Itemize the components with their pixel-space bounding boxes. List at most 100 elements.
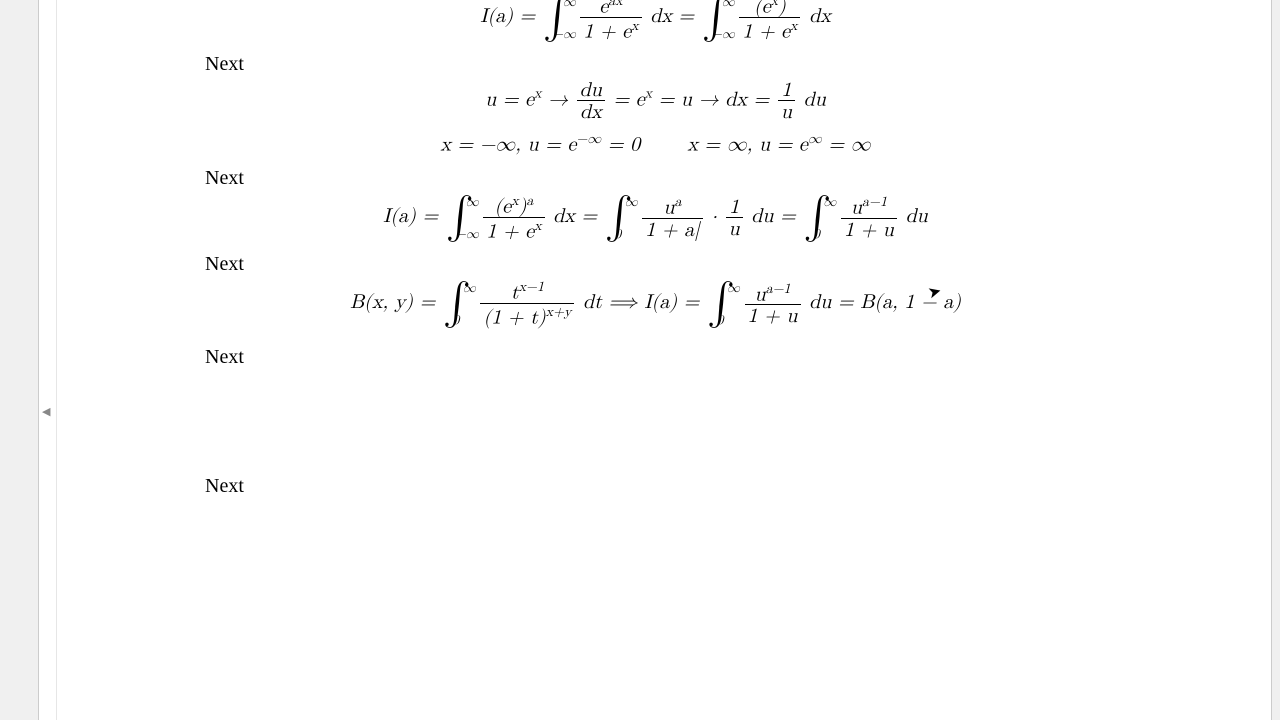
sup-text: x xyxy=(511,194,518,208)
int-lower: 0 xyxy=(615,229,622,241)
den-text: 1 + u xyxy=(841,219,897,240)
sup-text: x−1 xyxy=(519,280,544,294)
eq-text: du xyxy=(804,90,826,110)
fraction-3b: ua 1 + a| xyxy=(642,195,702,240)
fraction-1u: 1 u xyxy=(778,80,795,122)
eq1-lhs: I(a) = xyxy=(480,6,535,26)
sup-text: ∞ xyxy=(808,132,822,146)
den-text: 1 + e xyxy=(742,21,790,41)
fraction-3c: 1 u xyxy=(726,197,743,239)
next-label-4: Next xyxy=(205,346,1106,369)
int-upper: ∞ xyxy=(722,0,735,8)
equation-1: I(a) = ∫∞−∞ eax 1 + ex dx = ∫∞−∞ (ex) 1 … xyxy=(205,0,1106,41)
eq-text: = e xyxy=(614,90,645,110)
eq-text: dt ⟹ I(a) = xyxy=(583,292,699,312)
fraction-1b: (ex) 1 + ex xyxy=(739,0,800,41)
sup-text: ax xyxy=(608,0,622,8)
num-text: e xyxy=(599,0,608,17)
int-lower: −∞ xyxy=(553,29,576,41)
fraction-3a: (ex)a 1 + ex xyxy=(483,194,544,241)
eq-text: u = e xyxy=(485,90,534,110)
eq-text: dx = xyxy=(650,6,694,26)
num-text: t xyxy=(511,283,519,303)
den-text: (1 + t) xyxy=(483,308,545,328)
int-lower: 0 xyxy=(717,315,724,327)
eq2-line1: u = ex → du dx = ex = u → dx = 1 u du xyxy=(205,80,1106,122)
sup-text: x xyxy=(790,19,797,33)
integral-3d: ∫∞0 xyxy=(803,199,831,237)
eq-text: x = ∞, u = e xyxy=(687,135,807,155)
fraction-3d: ua−1 1 + u xyxy=(841,195,897,240)
int-upper: ∞ xyxy=(625,197,638,209)
num-text: 1 xyxy=(726,197,743,218)
den-text: u xyxy=(726,218,743,239)
num-text: (e xyxy=(754,0,771,17)
eq-text: = u → dx = xyxy=(659,90,776,110)
num-text: ) xyxy=(778,0,786,17)
arrow-icon: → xyxy=(548,90,575,110)
eq-text: dx = xyxy=(553,206,597,226)
int-upper: ∞ xyxy=(466,197,479,209)
den-text: 1 + e xyxy=(486,221,534,241)
eq-text: du = xyxy=(751,206,795,226)
int-upper: ∞ xyxy=(823,197,836,209)
int-upper: ∞ xyxy=(563,0,576,8)
eq2-line2: x = −∞, u = e−∞ = 0 x = ∞, u = e∞ = ∞ xyxy=(205,132,1106,155)
num-text: u xyxy=(755,284,766,304)
den-text: 1 + a| xyxy=(642,219,702,240)
den-text: 1 + u xyxy=(745,305,801,326)
integral-1a: ∫∞−∞ xyxy=(543,0,571,37)
fraction-4a: tx−1 (1 + t)x+y xyxy=(480,280,574,327)
next-label-5: Next xyxy=(205,475,1106,498)
eq-text: B(x, y) = xyxy=(350,292,435,312)
eq-text: x = −∞, u = e xyxy=(440,135,576,155)
sup-text: x xyxy=(771,0,778,8)
sup-text: x xyxy=(631,19,638,33)
sup-text: −∞ xyxy=(576,132,601,146)
int-upper: ∞ xyxy=(727,283,740,295)
content-area: I(a) = ∫∞−∞ eax 1 + ex dx = ∫∞−∞ (ex) 1 … xyxy=(57,0,1256,498)
den-text: dx xyxy=(577,101,605,122)
int-upper: ∞ xyxy=(463,283,476,295)
integral-1b: ∫∞−∞ xyxy=(702,0,730,37)
eq-text: dx xyxy=(809,6,831,26)
num-text: (e xyxy=(495,197,512,217)
int-lower: 0 xyxy=(813,229,820,241)
den-text: 1 + e xyxy=(583,21,631,41)
sup-text: a xyxy=(526,194,533,208)
sup-text: x xyxy=(534,87,541,101)
eq-text: I(a) = xyxy=(383,206,438,226)
sup-text: a−1 xyxy=(766,282,791,296)
next-label-2: Next xyxy=(205,167,1106,190)
den-text: u xyxy=(778,101,795,122)
int-lower: −∞ xyxy=(712,29,735,41)
eq-text: = 0 xyxy=(601,135,640,155)
eq-text: du xyxy=(906,206,928,226)
sup-text: x+y xyxy=(546,305,572,319)
num-text: du xyxy=(577,80,605,101)
next-label-3: Next xyxy=(205,253,1106,276)
num-text: u xyxy=(663,198,674,218)
fraction-4b: ua−1 1 + u xyxy=(745,282,801,327)
equation-2: u = ex → du dx = ex = u → dx = 1 u du x … xyxy=(205,80,1106,155)
collapse-handle[interactable]: ◀ xyxy=(42,405,52,419)
equation-3: I(a) = ∫∞−∞ (ex)a 1 + ex dx = ∫∞0 ua 1 +… xyxy=(205,194,1106,241)
sup-text: a−1 xyxy=(862,195,887,209)
integral-4a: ∫∞0 xyxy=(443,285,471,323)
int-lower: −∞ xyxy=(456,229,479,241)
eq-text: · xyxy=(711,206,723,226)
next-label-1: Next xyxy=(205,53,1106,76)
integral-3b: ∫∞0 xyxy=(605,199,633,237)
integral-4b: ∫∞0 xyxy=(707,285,735,323)
sup-text: x xyxy=(645,87,652,101)
int-lower: 0 xyxy=(453,315,460,327)
sup-text: x xyxy=(534,219,541,233)
fraction-dudx: du dx xyxy=(577,80,605,122)
eq-text: = ∞ xyxy=(822,135,871,155)
num-text: u xyxy=(851,198,862,218)
integral-3a: ∫∞−∞ xyxy=(446,199,474,237)
fraction-1a: eax 1 + ex xyxy=(580,0,641,41)
num-text: 1 xyxy=(778,80,795,101)
equation-4: B(x, y) = ∫∞0 tx−1 (1 + t)x+y dt ⟹ I(a) … xyxy=(205,280,1106,327)
document-page: I(a) = ∫∞−∞ eax 1 + ex dx = ∫∞−∞ (ex) 1 … xyxy=(56,0,1256,720)
